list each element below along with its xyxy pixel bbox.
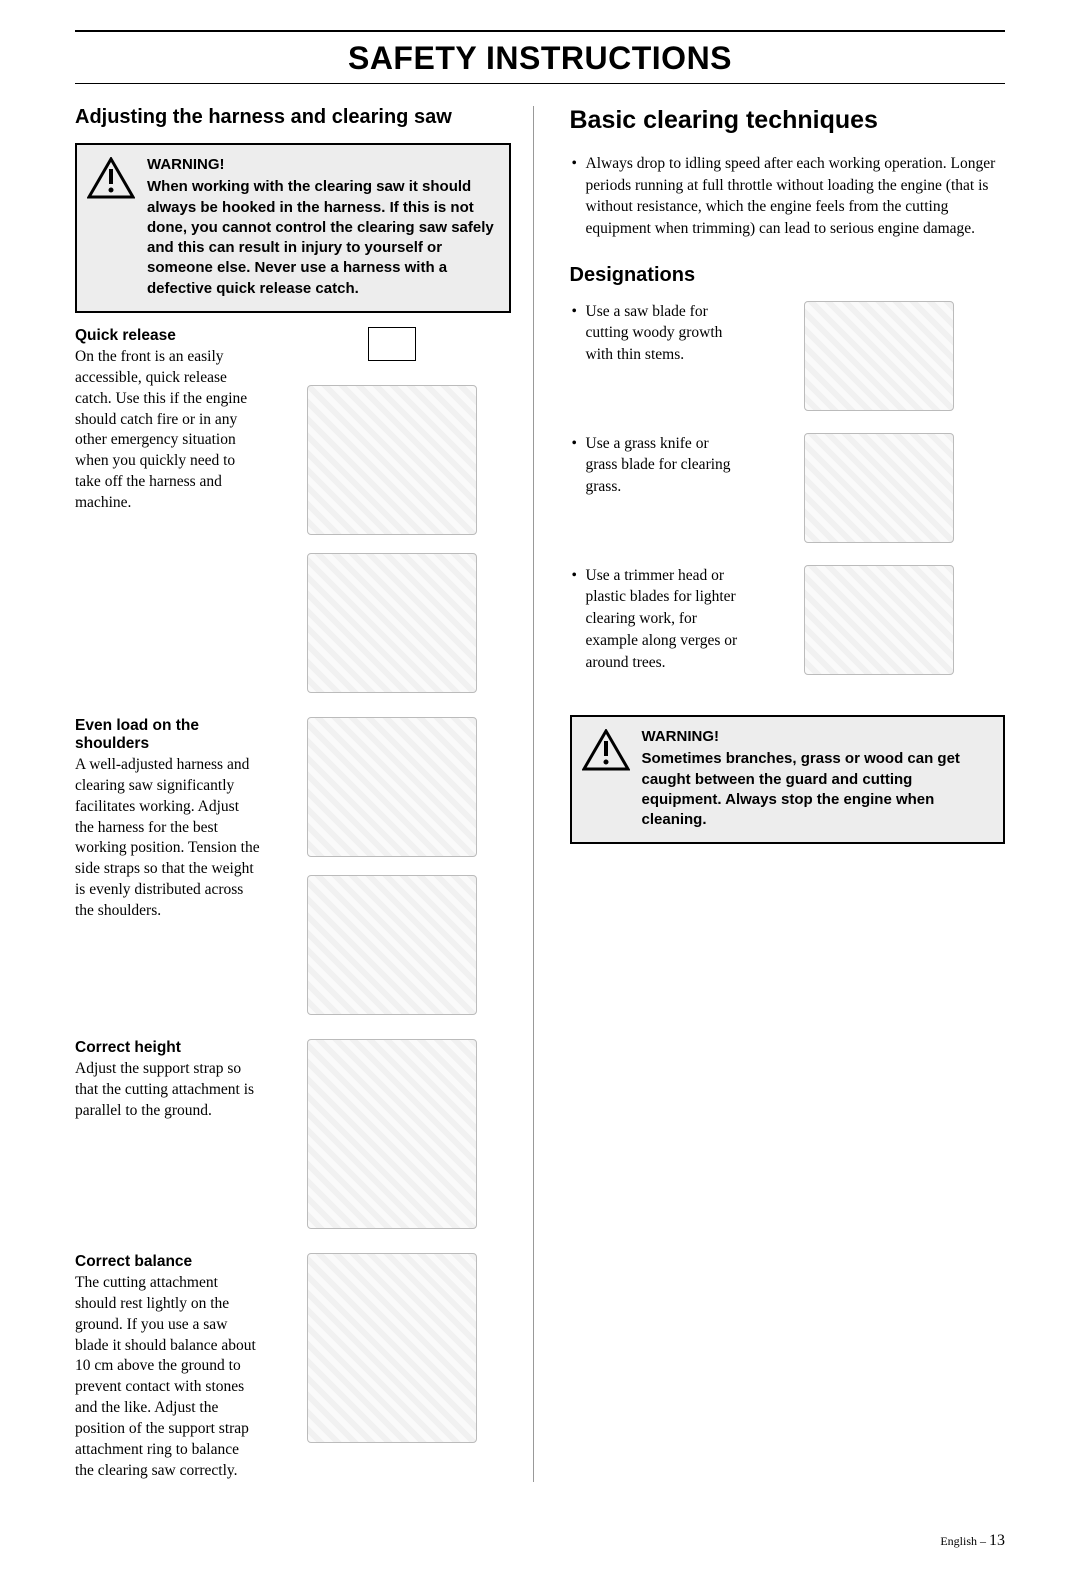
designations-heading: Designations xyxy=(570,264,1006,287)
warning-label: WARNING! xyxy=(147,155,497,175)
figure-grass-blade xyxy=(804,433,954,543)
designation-text-1: Use a saw blade for cutting woody growth… xyxy=(570,301,740,366)
title-underline xyxy=(75,83,1005,84)
figure-correct-balance xyxy=(307,1253,477,1443)
body-quick-release: On the front is an easily accessible, qu… xyxy=(75,347,260,514)
release-direction-icon xyxy=(368,327,416,361)
body-correct-height: Adjust the support strap so that the cut… xyxy=(75,1059,260,1122)
warning-body: When working with the clearing saw it sh… xyxy=(147,177,497,299)
designation-text-3: Use a trimmer head or plastic blades for… xyxy=(570,565,740,673)
figure-even-load-1 xyxy=(307,717,477,857)
subheading-even-load: Even load on the shoulders xyxy=(75,717,260,753)
page-title: SAFETY INSTRUCTIONS xyxy=(75,40,1005,77)
page-footer: English – 13 xyxy=(75,1532,1005,1550)
figure-saw-blade xyxy=(804,301,954,411)
warning-text: WARNING! When working with the clearing … xyxy=(147,155,497,299)
figure-quick-release-2 xyxy=(307,553,477,693)
designation-text-2: Use a grass knife or grass blade for cle… xyxy=(570,433,740,498)
warning-box-cleaning: WARNING! Sometimes branches, grass or wo… xyxy=(570,715,1006,844)
designation-saw-blade: Use a saw blade for cutting woody growth… xyxy=(570,301,1006,411)
right-column: Basic clearing techniques Always drop to… xyxy=(564,106,1006,1482)
body-correct-balance: The cutting attachment should rest light… xyxy=(75,1273,260,1482)
warning-triangle-icon xyxy=(87,155,135,299)
subheading-quick-release: Quick release xyxy=(75,327,260,345)
two-column-layout: Adjusting the harness and clearing saw W… xyxy=(75,106,1005,1482)
footer-page-number: 13 xyxy=(989,1532,1005,1549)
top-rule xyxy=(75,30,1005,32)
item-quick-release: Quick release On the front is an easily … xyxy=(75,327,511,693)
warning-triangle-icon-2 xyxy=(582,727,630,830)
intro-bullet: Always drop to idling speed after each w… xyxy=(570,153,1006,240)
warning-cleaning-label: WARNING! xyxy=(642,727,992,747)
designation-grass-blade: Use a grass knife or grass blade for cle… xyxy=(570,433,1006,543)
subheading-correct-height: Correct height xyxy=(75,1039,260,1057)
figure-quick-release-1 xyxy=(307,385,477,535)
item-correct-balance: Correct balance The cutting attachment s… xyxy=(75,1253,511,1482)
warning-cleaning-body: Sometimes branches, grass or wood can ge… xyxy=(642,749,992,830)
item-correct-height: Correct height Adjust the support strap … xyxy=(75,1039,511,1229)
body-even-load: A well-adjusted harness and clearing saw… xyxy=(75,755,260,922)
figure-correct-height xyxy=(307,1039,477,1229)
intro-bullet-list: Always drop to idling speed after each w… xyxy=(570,153,1006,240)
left-column: Adjusting the harness and clearing saw W… xyxy=(75,106,534,1482)
footer-lang: English – xyxy=(940,1534,989,1548)
warning-cleaning-text: WARNING! Sometimes branches, grass or wo… xyxy=(642,727,992,830)
left-heading: Adjusting the harness and clearing saw xyxy=(75,106,511,129)
designation-trimmer-head: Use a trimmer head or plastic blades for… xyxy=(570,565,1006,687)
figure-trimmer-head xyxy=(804,565,954,675)
warning-box-harness: WARNING! When working with the clearing … xyxy=(75,143,511,313)
figure-even-load-2 xyxy=(307,875,477,1015)
item-even-load: Even load on the shoulders A well-adjust… xyxy=(75,717,511,1015)
subheading-correct-balance: Correct balance xyxy=(75,1253,260,1271)
right-heading: Basic clearing techniques xyxy=(570,106,1006,135)
